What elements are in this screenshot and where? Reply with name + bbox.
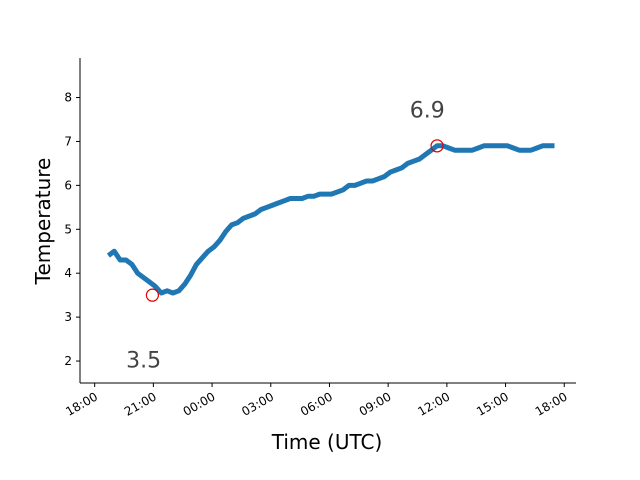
x-tick-label: 18:00 [533,389,570,418]
x-tick-label: 09:00 [357,389,394,418]
extreme-value-label: 3.5 [126,349,161,374]
annotations-layer: 3.5 6.9 [126,98,445,373]
y-tick-label: 2 [64,354,72,368]
x-tick-label: 00:00 [181,389,218,418]
y-tick-label: 5 [64,222,72,236]
extreme-marker [145,288,159,302]
x-tick-label: 06:00 [298,389,335,418]
extreme-value-label: 6.9 [410,98,445,123]
x-tick-label: 15:00 [474,389,511,418]
y-tick-label: 6 [64,178,72,192]
temperature-line [106,143,555,296]
series-layer [106,143,555,296]
y-axis-label: Temperature [31,158,55,286]
y-tick-label: 4 [64,266,72,280]
y-tick-label: 8 [64,91,72,105]
axes [79,58,576,384]
y-tick-label: 3 [64,310,72,324]
x-tick-label: 18:00 [63,389,100,418]
x-axis-label: Time (UTC) [271,430,383,454]
x-tick-label: 03:00 [239,389,276,418]
x-tick-label: 21:00 [122,389,159,418]
x-axis-ticks: 18:00 21:00 00:00 03:00 06:00 09:00 12:00 15:00… [63,383,570,419]
y-tick-label: 7 [64,134,72,148]
extreme-marker [430,139,444,153]
x-tick-label: 12:00 [415,389,452,418]
y-axis-ticks: 2 3 4 5 6 7 8 [64,91,80,368]
